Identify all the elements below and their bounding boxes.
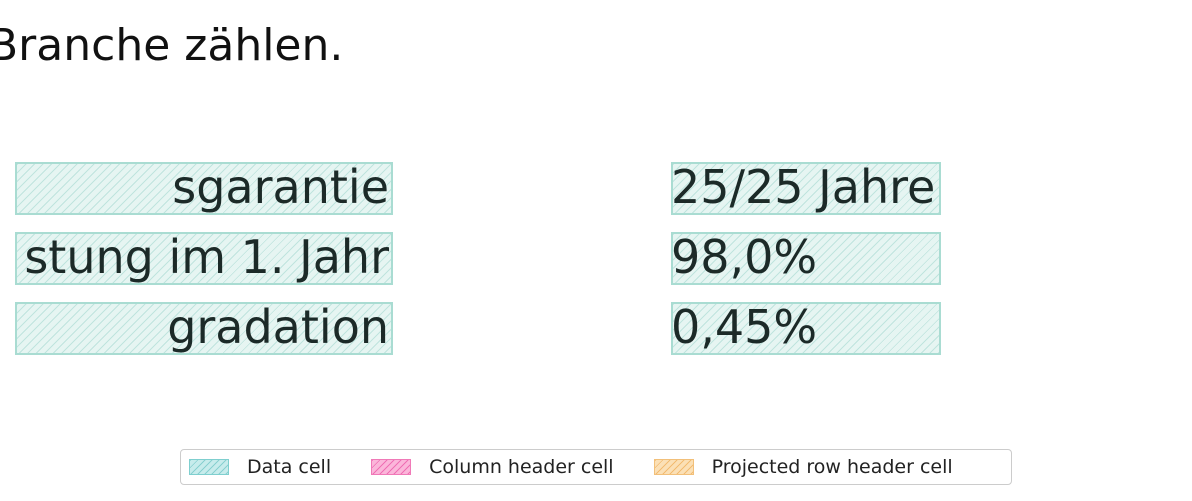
cell-text: sgarantie [172, 162, 389, 214]
cell-text: 25/25 Jahre [671, 162, 936, 214]
legend-item-column-header-cell: Column header cell [371, 456, 614, 478]
legend-label: Column header cell [429, 456, 614, 478]
legend-item-projected-row-header-cell: Projected row header cell [653, 456, 953, 478]
cell-text: 98,0% [671, 232, 818, 284]
column-header-cell-swatch [371, 459, 412, 475]
cell-text: stung im 1. Jahr [24, 232, 389, 284]
data-cell-row1-value: 25/25 Jahre [671, 162, 941, 215]
legend-label: Data cell [247, 456, 332, 478]
legend-label: Projected row header cell [711, 456, 953, 478]
data-cell-swatch [189, 459, 229, 475]
cell-text: gradation [167, 302, 389, 354]
data-cell-row3-value: 0,45% [671, 302, 941, 355]
data-cell-row2-label: stung im 1. Jahr [15, 232, 393, 285]
data-cell-row3-label: gradation [15, 302, 393, 355]
data-cell-row2-value: 98,0% [671, 232, 941, 285]
data-cell-row1-label: sgarantie [15, 162, 393, 215]
legend: Data cell Column header cell Projected r… [180, 449, 1012, 485]
projected-row-header-cell-swatch [653, 459, 694, 475]
cell-text: 0,45% [671, 302, 818, 354]
page-heading-fragment: Branche zählen. [0, 24, 344, 71]
legend-item-data-cell: Data cell [189, 456, 331, 478]
